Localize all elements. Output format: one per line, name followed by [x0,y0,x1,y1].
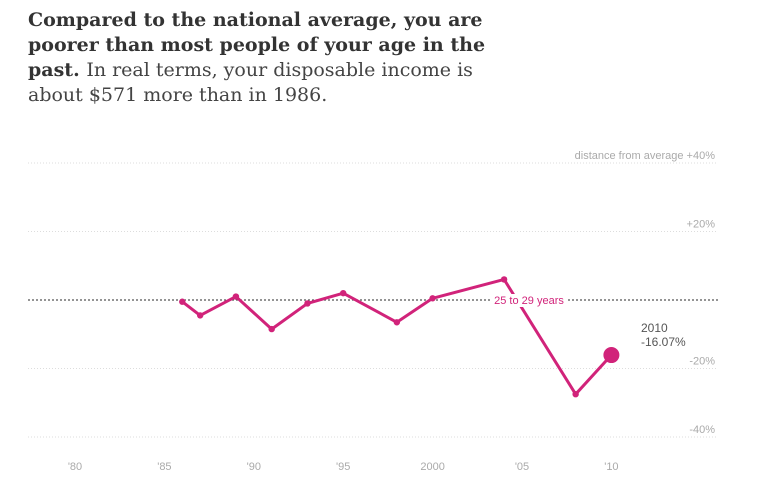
y-tick-label: +20% [687,219,716,231]
x-tick-label: '95 [336,461,350,473]
headline: Compared to the national average, you ar… [28,8,498,108]
x-tick-label: '90 [247,461,261,473]
data-point [179,298,186,305]
data-point [500,276,508,283]
data-point [572,390,579,398]
x-tick-label: '05 [515,461,529,473]
y-tick-label: -40% [689,424,715,436]
annotation-value: -16.07% [641,335,686,349]
data-point [429,295,436,302]
data-point [393,319,401,326]
x-tick-label: 2000 [420,461,444,473]
series-label: 25 to 29 years [494,295,564,307]
headline-rest: In real terms, your disposable income is… [28,59,473,106]
annotation-year: 2010 [641,321,668,335]
highlight-point [603,347,620,364]
headline-bold: Compared to the national average, you ar… [28,9,486,81]
x-tick-label: '85 [157,461,171,473]
data-point [232,293,240,300]
x-tick-label: '10 [604,461,618,473]
data-point [340,289,347,297]
data-point [196,312,204,319]
data-point [268,325,275,333]
data-point [304,300,311,307]
series-label-bg [491,294,567,307]
x-tick-label: '80 [68,461,82,473]
y-tick-label: -20% [689,356,715,368]
y-tick-label: distance from average +40% [575,150,716,162]
